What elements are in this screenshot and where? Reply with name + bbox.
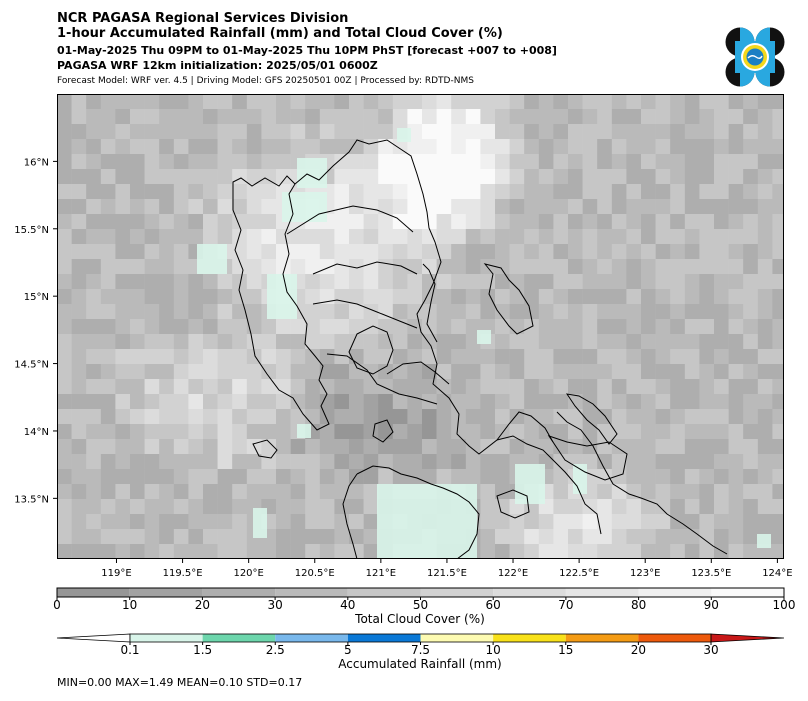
map-frame <box>57 94 784 559</box>
cloud-bar-segment <box>711 588 784 597</box>
title-line-1: NCR PAGASA Regional Services Division <box>57 11 349 26</box>
cloud-bar-segment <box>129 588 203 597</box>
latitude-axis: 16°N 15.5°N 15°N 14.5°N 14°N 13.5°N <box>14 157 57 505</box>
lon-tick-label: 120°E <box>233 568 263 579</box>
cloud-bar-segment <box>275 588 348 597</box>
cloud-tick-label: 0 <box>53 598 61 612</box>
cloud-bar-segment <box>57 588 130 597</box>
initialization-info: PAGASA WRF 12km initialization: 2025/05/… <box>57 59 378 72</box>
rain-bar-segment <box>347 634 421 642</box>
lon-tick-label: 124°E <box>762 568 792 579</box>
rain-tick-label: 1.5 <box>193 643 212 657</box>
cloud-tick-label: 100 <box>773 598 796 612</box>
cloud-tick-label: 80 <box>631 598 646 612</box>
rain-tick-label: 7.5 <box>411 643 430 657</box>
lon-tick-label: 123.5°E <box>691 568 731 579</box>
cloud-tick-label: 90 <box>704 598 719 612</box>
lon-tick-label: 119°E <box>101 568 131 579</box>
lon-tick-label: 122°E <box>498 568 528 579</box>
lon-tick-label: 121°E <box>366 568 396 579</box>
cloud-tick-label: 10 <box>122 598 137 612</box>
lon-tick-label: 119.5°E <box>163 568 203 579</box>
lon-tick-label: 123°E <box>630 568 660 579</box>
lat-tick-label: 14°N <box>24 427 49 438</box>
cloud-bar-segment <box>493 588 566 597</box>
statistics-summary: MIN=0.00 MAX=1.49 MEAN=0.10 STD=0.17 <box>57 676 303 689</box>
rain-bar-segment <box>565 634 639 642</box>
cloud-bar-segment <box>565 588 639 597</box>
rain-tick-label: 30 <box>703 643 718 657</box>
cloud-tick-label: 30 <box>267 598 282 612</box>
rain-tick-label: 15 <box>558 643 573 657</box>
cloud-tick-label: 50 <box>413 598 428 612</box>
model-info: Forecast Model: WRF ver. 4.5 | Driving M… <box>57 76 474 86</box>
lat-tick-label: 14.5°N <box>14 360 49 371</box>
cloud-bar-segment <box>347 588 421 597</box>
cloud-tick-label: 60 <box>486 598 501 612</box>
longitude-axis: 119°E 119.5°E 120°E 120.5°E 121°E 121.5°E 122°… <box>101 559 793 579</box>
rain-tick-label: 5 <box>344 643 352 657</box>
lon-tick-label: 121.5°E <box>427 568 467 579</box>
rain-tick-label: 2.5 <box>266 643 285 657</box>
rain-bar-segment <box>420 634 494 642</box>
rain-bar-segment <box>130 634 203 642</box>
coastlines <box>232 139 728 559</box>
cloud-bar-segment <box>202 588 276 597</box>
lon-tick-label: 122.5°E <box>559 568 599 579</box>
cloud-tick-label: 20 <box>195 598 210 612</box>
rain-tick-label: 20 <box>631 643 646 657</box>
cloud-cover-grid <box>57 94 784 559</box>
rain-bar-segment <box>638 634 711 642</box>
rain-bar-segment <box>493 634 566 642</box>
title-line-2: 1-hour Accumulated Rainfall (mm) and Tot… <box>57 26 503 41</box>
lat-tick-label: 16°N <box>24 157 49 168</box>
rain-bar-label: Accumulated Rainfall (mm) <box>338 657 501 671</box>
cloud-tick-label: 70 <box>558 598 573 612</box>
rain-bar-segment <box>275 634 348 642</box>
cloud-cover-colorbar: 0 10 20 30 40 50 60 70 80 90 100 <box>53 587 796 612</box>
cloud-bar-segment <box>638 588 712 597</box>
lat-tick-label: 15°N <box>24 292 49 303</box>
rain-tick-label: 10 <box>485 643 500 657</box>
rain-bar-under-triangle <box>56 633 131 643</box>
lat-tick-label: 15.5°N <box>14 225 49 236</box>
cloud-bar-label: Total Cloud Cover (%) <box>354 612 485 626</box>
lon-tick-label: 120.5°E <box>295 568 335 579</box>
forecast-period: 01-May-2025 Thu 09PM to 01-May-2025 Thu … <box>57 44 557 57</box>
lat-tick-label: 13.5°N <box>14 494 49 505</box>
rain-bar-over-triangle <box>710 633 785 643</box>
rain-tick-label: 0.1 <box>120 643 139 657</box>
cloud-bar-segment <box>420 588 494 597</box>
rainfall-colorbar: 0.1 1.5 2.5 5 7.5 10 15 20 30 <box>56 633 785 657</box>
cloud-tick-label: 40 <box>340 598 355 612</box>
pagasa-logo-icon <box>725 27 785 87</box>
rain-bar-segment <box>202 634 276 642</box>
forecast-map <box>57 94 784 559</box>
